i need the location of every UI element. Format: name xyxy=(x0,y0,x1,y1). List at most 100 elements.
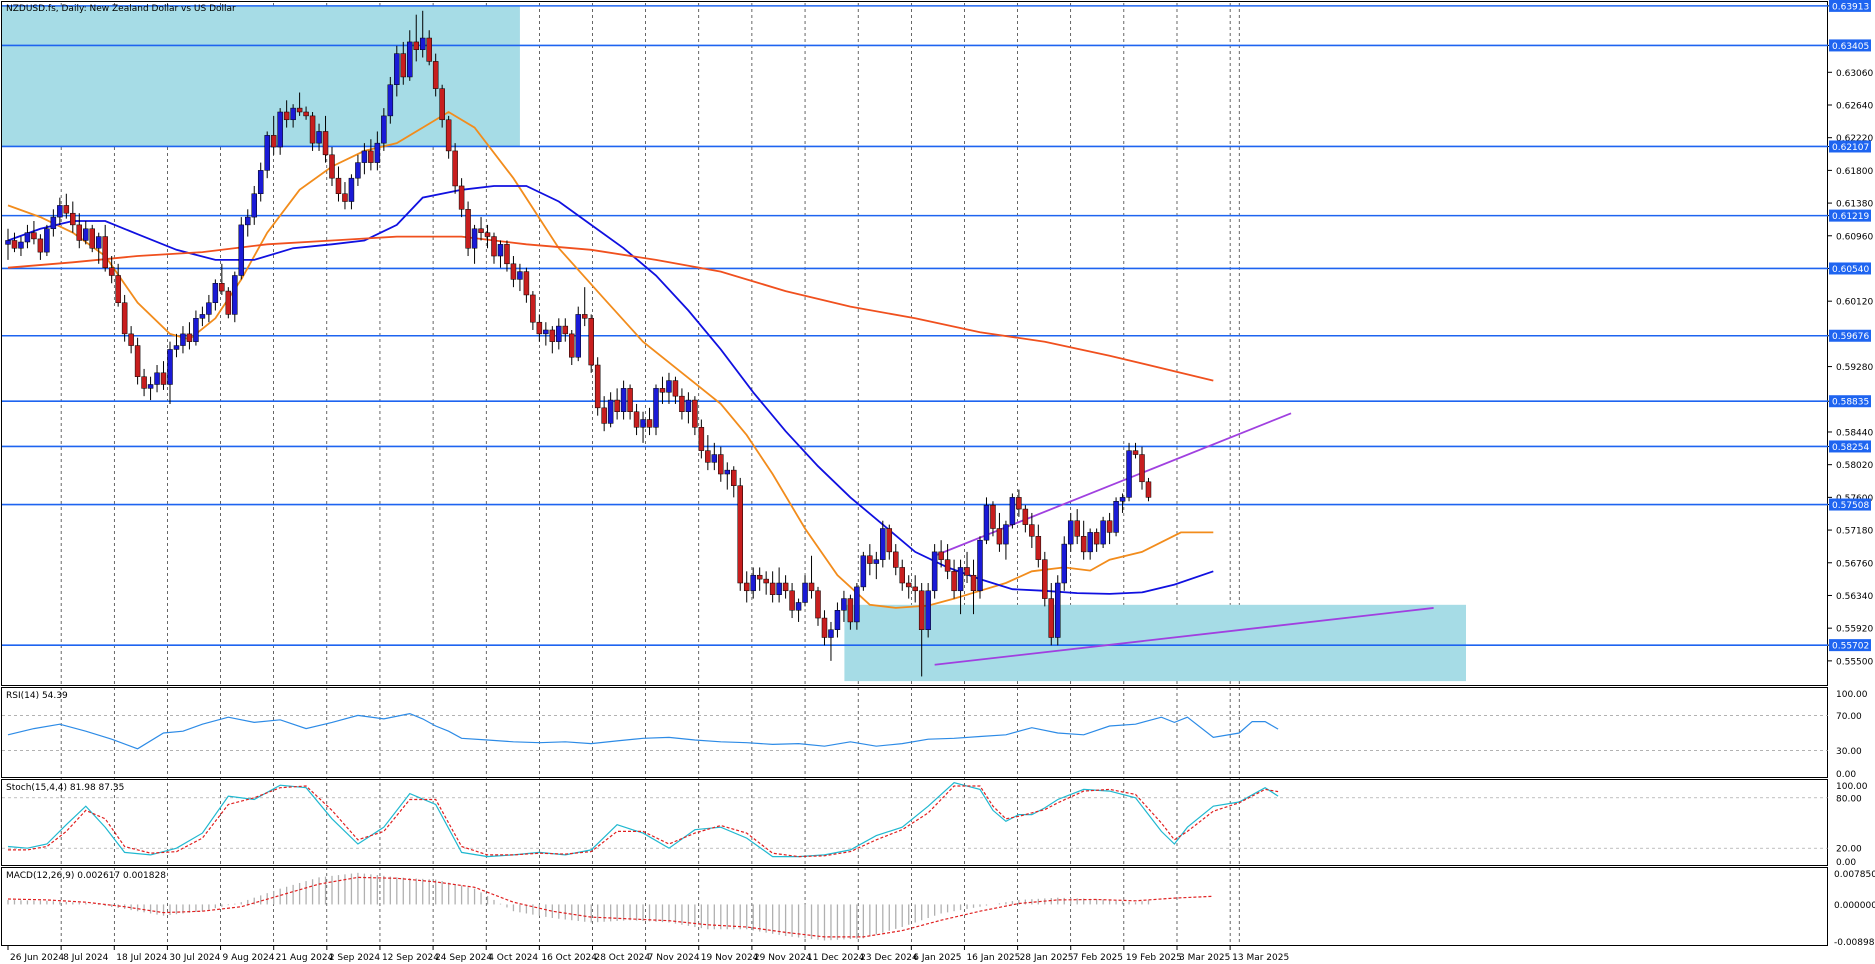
candle-body xyxy=(245,216,251,226)
x-tick-label: 29 Nov 2024 xyxy=(754,953,812,963)
candle-body xyxy=(750,574,756,592)
price-label-box xyxy=(1829,329,1871,342)
candle-body xyxy=(698,427,705,451)
candle-body xyxy=(361,150,368,163)
candle-body xyxy=(199,314,206,319)
candle-body xyxy=(776,582,782,595)
candle-body xyxy=(724,469,731,475)
candle-body xyxy=(782,582,789,592)
y-tick-label: 0.63060 xyxy=(1836,69,1873,79)
candle-body xyxy=(186,333,193,342)
candle-body xyxy=(355,162,361,179)
candle-body xyxy=(18,241,24,249)
x-tick-label: 16 Oct 2024 xyxy=(541,953,597,963)
x-tick-label: 19 Nov 2024 xyxy=(701,953,759,963)
candle-body xyxy=(925,590,931,630)
candle-body xyxy=(562,325,569,335)
y-tick-label: 0.60120 xyxy=(1836,298,1873,308)
candle-body xyxy=(264,135,270,171)
candle-body xyxy=(329,154,335,179)
x-tick-label: 24 Sep 2024 xyxy=(435,953,492,963)
candle-body xyxy=(737,485,743,584)
candle-body xyxy=(1119,497,1126,502)
x-tick-label: 26 Jun 2024 xyxy=(10,953,64,963)
candle-body xyxy=(225,290,232,315)
candle-body xyxy=(432,61,439,89)
candle-body xyxy=(951,571,957,592)
candle-body xyxy=(743,582,750,592)
rsi-pane-frame xyxy=(1,687,1828,778)
candle-body xyxy=(659,388,666,393)
candle-body xyxy=(614,399,620,412)
x-tick-label: 9 Aug 2024 xyxy=(223,953,275,963)
candle-body xyxy=(1055,582,1061,638)
candle-body xyxy=(983,504,990,541)
candle-body xyxy=(646,419,653,428)
candle-body xyxy=(504,244,510,265)
y-tick-label: 0.55920 xyxy=(1836,625,1873,635)
chart-title: NZDUSD.fs, Daily: New Zealand Dollar vs … xyxy=(6,4,236,14)
candle-body xyxy=(756,574,763,580)
candle-body xyxy=(802,582,808,603)
support-resistance-zone xyxy=(844,604,1466,682)
candle-body xyxy=(523,271,530,296)
price-label-box xyxy=(1829,39,1871,52)
macd-tick-label: -0.008983 xyxy=(1834,938,1875,948)
candle-body xyxy=(763,578,769,584)
price-label-box xyxy=(1829,440,1871,453)
candle-body xyxy=(1067,520,1074,545)
candle-body xyxy=(89,228,95,249)
candle-body xyxy=(193,318,199,342)
candle-body xyxy=(458,185,465,210)
candle-body xyxy=(277,111,283,148)
price-label: 0.61219 xyxy=(1832,212,1869,222)
candle-body xyxy=(1029,524,1035,537)
stoch-pane: 100.00 80.00 20.00 0.00 xyxy=(2,782,1868,868)
candle-body xyxy=(815,590,821,619)
candle-body xyxy=(335,177,342,194)
candle-body xyxy=(867,555,873,564)
candle-body xyxy=(970,574,977,592)
candle-body xyxy=(944,559,951,572)
candle-body xyxy=(147,384,154,389)
channel-line xyxy=(934,607,1434,666)
candle-body xyxy=(1016,497,1022,510)
candle-body xyxy=(413,41,419,50)
candle-body xyxy=(121,302,128,335)
candle-body xyxy=(996,528,1003,545)
candle-body xyxy=(1126,450,1132,498)
candle-body xyxy=(387,84,394,117)
candle-body xyxy=(1009,497,1016,525)
candle-body xyxy=(270,135,277,148)
horizontal-levels xyxy=(2,5,1828,646)
stoch-pane-frame xyxy=(1,779,1828,866)
candle-body xyxy=(731,469,737,486)
candle-body xyxy=(517,271,523,280)
candle-body xyxy=(342,193,348,202)
candle-body xyxy=(633,411,640,428)
candle-body xyxy=(445,119,452,152)
candle-body xyxy=(44,228,50,253)
candle-body xyxy=(232,275,238,315)
candle-body xyxy=(426,37,432,62)
candle-body xyxy=(918,590,925,630)
candle-body xyxy=(880,528,886,560)
candle-body xyxy=(167,349,173,385)
price-label: 0.58835 xyxy=(1832,398,1869,408)
price-label-box xyxy=(1829,0,1871,12)
candle-body xyxy=(251,193,257,218)
candle-body xyxy=(1022,508,1029,525)
channel-line xyxy=(934,412,1292,557)
candle-body xyxy=(439,88,445,121)
price-label: 0.57508 xyxy=(1832,501,1869,511)
x-tick-label: 12 Sep 2024 xyxy=(382,953,439,963)
candle-body xyxy=(543,329,549,335)
moving-average-line xyxy=(7,235,1214,382)
candle-body xyxy=(24,232,31,243)
macd-tick-label: 0.000000 xyxy=(1834,901,1875,911)
candle-body xyxy=(510,263,517,280)
candle-body xyxy=(569,333,575,358)
y-tick-label: 0.58440 xyxy=(1836,428,1873,438)
